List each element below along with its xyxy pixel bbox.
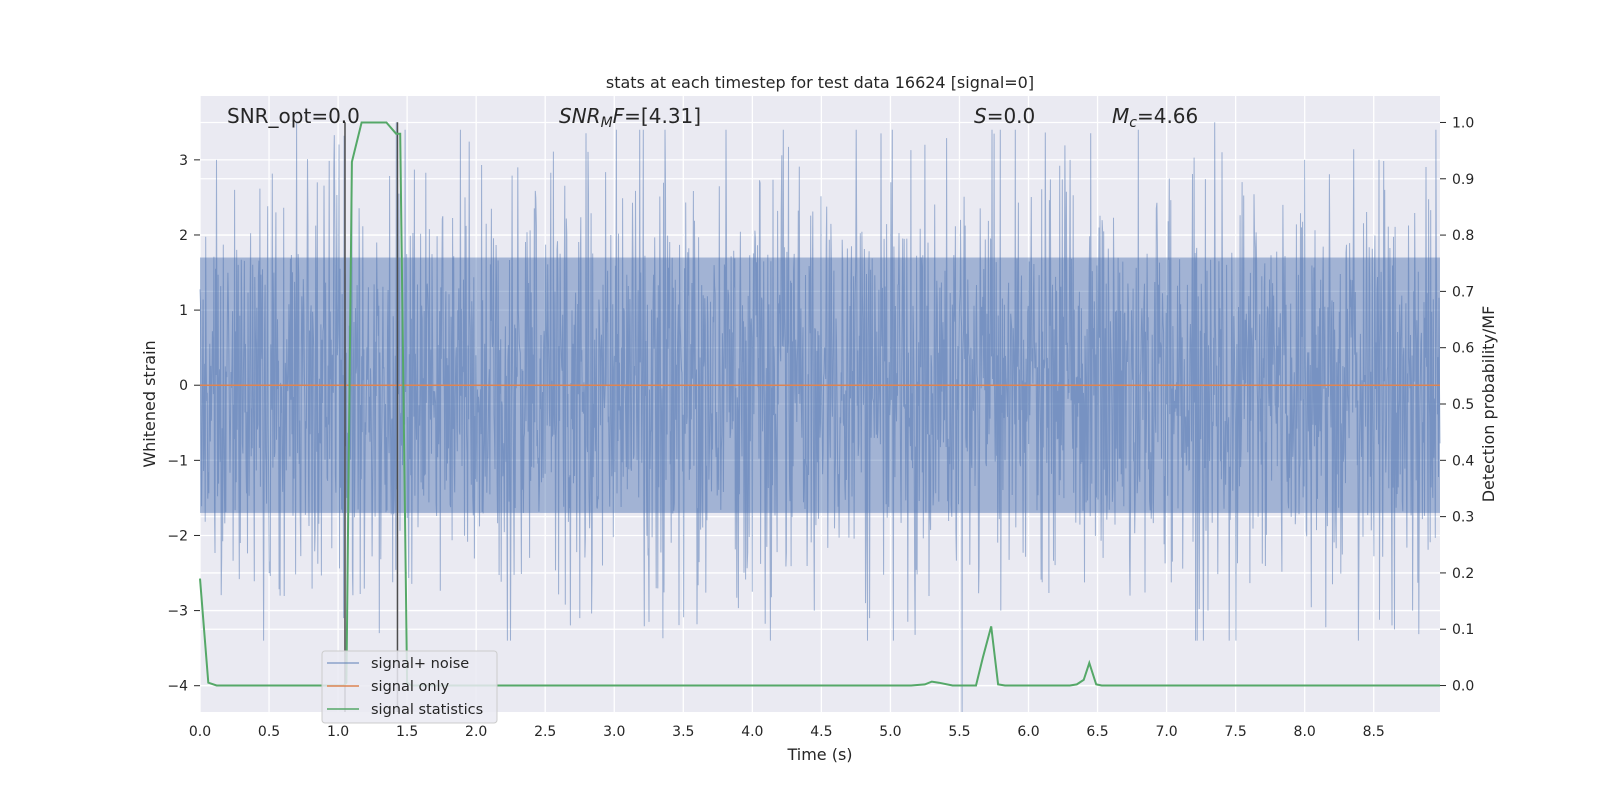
x-tick-label: 4.5 xyxy=(810,724,832,740)
y2-tick-label: 0.4 xyxy=(1452,453,1474,469)
x-axis-label: Time (s) xyxy=(786,745,852,764)
annotation-snr-mf-value: =[4.31] xyxy=(624,104,701,128)
legend-label-signal-only: signal only xyxy=(371,679,450,695)
x-tick-label: 4.0 xyxy=(741,724,763,740)
y-tick-label: −3 xyxy=(167,604,188,620)
annotation-snr-mf-sub: M xyxy=(601,115,613,131)
x-tick-label: 6.5 xyxy=(1086,724,1108,740)
y2-axis-ticks: 1.0 0.9 0.8 0.7 0.6 0.5 0.4 0.3 0.2 0.1 0.0 xyxy=(1440,115,1474,695)
annotation-mc: Mc=4.66 xyxy=(1112,104,1198,131)
legend-label-signal-noise: signal+ noise xyxy=(371,656,469,672)
annotation-snr-mf: SNRMF=[4.31] xyxy=(559,104,701,131)
annotation-s-value: =0.0 xyxy=(987,104,1036,128)
series-signal-statistics xyxy=(199,121,1440,687)
vertical-markers xyxy=(344,122,399,712)
y2-tick-label: 0.9 xyxy=(1452,172,1474,188)
annotation-s-label: S xyxy=(974,104,987,128)
x-tick-label: 3.5 xyxy=(672,724,694,740)
x-tick-label: 1.0 xyxy=(327,724,349,740)
y2-tick-label: 0.2 xyxy=(1452,566,1474,582)
y2-tick-label: 0.7 xyxy=(1452,284,1474,300)
y-tick-label: 3 xyxy=(179,153,188,169)
y2-tick-label: 0.0 xyxy=(1452,679,1474,695)
chart-title: stats at each timestep for test data 166… xyxy=(606,73,1034,92)
legend-label-signal-statistics: signal statistics xyxy=(371,702,483,718)
y-tick-label: −1 xyxy=(167,453,188,469)
y2-tick-label: 0.1 xyxy=(1452,622,1474,638)
x-tick-label: 8.0 xyxy=(1294,724,1316,740)
legend-box xyxy=(321,650,498,724)
x-tick-label: 7.0 xyxy=(1155,724,1177,740)
x-axis-ticks: 0.0 0.5 1.0 1.5 2.0 2.5 3.0 3.5 4.0 4.5 5.0 5.5 6.0 6… xyxy=(189,724,1385,740)
annotation-mc-value: =4.66 xyxy=(1137,104,1198,128)
y-axis-label: Whitened strain xyxy=(140,340,159,467)
x-tick-label: 2.5 xyxy=(534,724,556,740)
y2-tick-label: 0.5 xyxy=(1452,397,1474,413)
x-tick-label: 8.5 xyxy=(1363,724,1385,740)
signal-statistics-line xyxy=(199,121,1440,687)
annotation-snr-mf-tail: F xyxy=(613,104,625,128)
x-tick-label: 5.5 xyxy=(948,724,970,740)
y2-tick-label: 0.3 xyxy=(1452,510,1474,526)
y-tick-label: −2 xyxy=(167,528,188,544)
annotation-s: S=0.0 xyxy=(974,104,1035,128)
annotation-mc-sub: c xyxy=(1129,115,1137,131)
x-tick-label: 3.0 xyxy=(603,724,625,740)
annotation-snr-mf-main: SNR xyxy=(559,104,601,128)
annotation-snr-opt: SNR_opt=0.0 xyxy=(227,104,360,128)
y-tick-label: 1 xyxy=(179,303,188,319)
y2-tick-label: 1.0 xyxy=(1452,115,1474,131)
y-axis-ticks: 3 2 1 0 −1 −2 −3 −4 xyxy=(167,153,200,695)
x-tick-label: 2.0 xyxy=(465,724,487,740)
x-tick-label: 0.0 xyxy=(189,724,211,740)
x-tick-label: 6.0 xyxy=(1017,724,1039,740)
annotation-mc-main: M xyxy=(1112,104,1129,128)
y2-axis-label: Detection probability/MF xyxy=(1479,306,1498,503)
y-tick-label: 2 xyxy=(179,228,188,244)
x-tick-label: 5.0 xyxy=(879,724,901,740)
y2-tick-label: 0.6 xyxy=(1452,341,1474,357)
x-tick-label: 1.5 xyxy=(396,724,418,740)
y-tick-label: −4 xyxy=(167,679,188,695)
y-tick-label: 0 xyxy=(179,378,188,394)
x-tick-label: 7.5 xyxy=(1225,724,1247,740)
y2-tick-label: 0.8 xyxy=(1452,228,1474,244)
legend: signal+ noise signal only signal statist… xyxy=(321,650,498,724)
noise-trace xyxy=(199,122,1441,713)
x-tick-label: 0.5 xyxy=(258,724,280,740)
